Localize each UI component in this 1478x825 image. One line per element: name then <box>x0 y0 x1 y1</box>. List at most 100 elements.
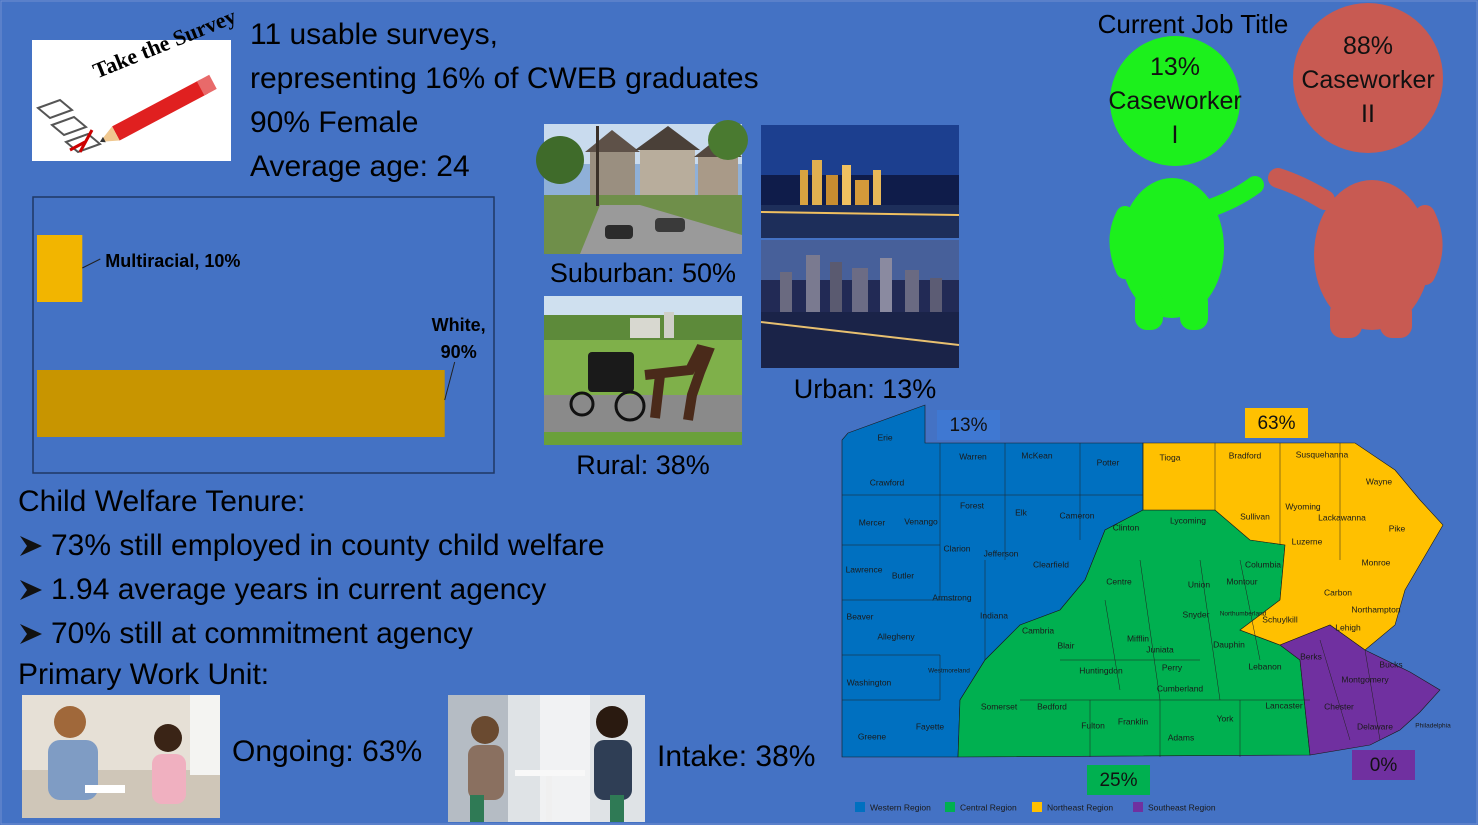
ongoing-photo <box>22 695 220 818</box>
intake-photo-part <box>610 795 624 822</box>
county-label: Berks <box>1300 651 1322 661</box>
rural-photo-part <box>630 318 660 338</box>
county-label: Bedford <box>1037 701 1067 711</box>
county-label: Tioga <box>1160 452 1181 462</box>
county-label: Union <box>1188 579 1210 589</box>
race-bars <box>37 235 455 437</box>
county-label: Franklin <box>1118 716 1149 726</box>
separator: , <box>194 251 204 271</box>
county-label: Lawrence <box>846 564 883 574</box>
bar-value-label: 90% <box>441 342 477 362</box>
urban-photo-2-part <box>806 255 820 312</box>
county-label: Westmoreland <box>928 668 970 675</box>
locality-label: Suburban: 50% <box>544 260 742 287</box>
map-legend: Western Region Central Region Northeast Re… <box>855 802 1216 812</box>
county-label: Delaware <box>1357 721 1393 731</box>
county-label: Snyder <box>1183 609 1210 619</box>
figure-text: 88% Caseworker II <box>1283 29 1453 131</box>
county-label: Columbia <box>1245 559 1281 569</box>
county-label: Centre <box>1106 576 1132 586</box>
county-label: Erie <box>877 432 892 442</box>
figure-red-part <box>1380 300 1412 338</box>
work-unit-label: Ongoing: 63% <box>232 737 422 767</box>
county-label: Cameron <box>1060 510 1095 520</box>
figure-green-part <box>1205 185 1255 210</box>
county-label: Beaver <box>847 611 874 621</box>
urban-photo-2-part <box>930 278 942 312</box>
page: CWEB Graduate Survey { "header": {"lines… <box>0 0 1478 825</box>
county-label: Venango <box>904 516 938 526</box>
figure-line: 13% <box>1090 50 1260 84</box>
rural-photo-part <box>588 352 634 392</box>
county-label: Potter <box>1097 457 1120 467</box>
region-share-label: 13% <box>949 415 987 436</box>
bullet-arrows-part <box>20 536 42 556</box>
urban-photo-2-part <box>880 258 892 312</box>
county-label: Warren <box>959 451 987 461</box>
county-label: York <box>1217 713 1234 723</box>
county-label: Clarion <box>944 543 971 553</box>
county-label: Chester <box>1324 701 1354 711</box>
header-line: representing 16% of CWEB graduates <box>250 64 759 94</box>
urban-photo-2-part <box>761 312 959 368</box>
county-label: Elk <box>1015 507 1028 517</box>
region-share-label: 25% <box>1099 770 1137 791</box>
urban-photo-1-part <box>800 170 808 205</box>
county-label: Clearfield <box>1033 559 1069 569</box>
figure-line: Caseworker <box>1090 84 1260 118</box>
header-line: 11 usable surveys, <box>250 20 498 50</box>
county-label: Wayne <box>1366 476 1392 486</box>
county-label: Cumberland <box>1157 683 1204 693</box>
urban-photo-1-part <box>761 125 959 175</box>
county-label: Schuylkill <box>1262 614 1298 624</box>
legend-label: Western Region <box>870 802 931 812</box>
county-label: Carbon <box>1324 587 1352 597</box>
figure-line: I <box>1090 118 1260 152</box>
county-label: Montour <box>1226 576 1257 586</box>
bar-data-label: White, 90% <box>423 312 495 366</box>
urban-photo-1-part <box>842 165 851 205</box>
header-line: 90% Female <box>250 108 418 138</box>
legend-label: Central Region <box>960 802 1017 812</box>
urban-photo-1-part <box>855 180 869 205</box>
county-label: Lebanon <box>1248 661 1281 671</box>
tenure-bullet: 70% still at commitment agency <box>51 619 473 649</box>
ongoing-photo-part <box>154 724 182 752</box>
county-label: Lycoming <box>1170 515 1206 525</box>
legend-swatch <box>1032 802 1042 812</box>
county-label: Clinton <box>1113 522 1140 532</box>
suburban-photo-part <box>655 218 685 232</box>
urban-photo-1-part <box>873 170 881 205</box>
urban-photo-1-part <box>812 160 822 205</box>
bar-data-label: Multiracial, 10% <box>105 252 240 270</box>
county-label: Pike <box>1389 523 1406 533</box>
tenure-bullet: 1.94 average years in current agency <box>51 575 546 605</box>
figure-green-part <box>1180 290 1208 330</box>
urban-photo-2-part <box>905 270 919 312</box>
county-label: Jefferson <box>984 548 1019 558</box>
locality-label: Rural: 38% <box>544 452 742 479</box>
suburban-photo-part <box>698 155 738 195</box>
tenure-bullet: 73% still employed in county child welfa… <box>51 531 605 561</box>
leader-line <box>82 259 100 268</box>
figure-text: 13% Caseworker I <box>1090 50 1260 152</box>
county-label: Fayette <box>916 721 945 731</box>
ongoing-photo-part <box>190 695 220 775</box>
legend-label: Northeast Region <box>1047 802 1113 812</box>
suburban-photo-part <box>640 148 695 198</box>
county-label: Blair <box>1057 640 1074 650</box>
county-label: Lehigh <box>1335 622 1361 632</box>
ongoing-photo-part <box>54 706 86 738</box>
county-label: Forest <box>960 500 985 510</box>
suburban-photo-part <box>536 136 584 184</box>
county-label: Adams <box>1168 732 1194 742</box>
intake-photo <box>448 695 645 822</box>
county-label: Mercer <box>859 517 886 527</box>
suburban-photo-part <box>605 225 633 239</box>
bullet-arrows-part <box>20 624 42 644</box>
urban-photo-2-part <box>852 268 868 312</box>
county-label: Washington <box>847 677 892 687</box>
rural-photo-part <box>664 312 674 338</box>
body: ErieCrawfordWarrenMcKeanPotterTiogaBradf… <box>0 0 1478 825</box>
figure-line: 88% <box>1283 29 1453 63</box>
